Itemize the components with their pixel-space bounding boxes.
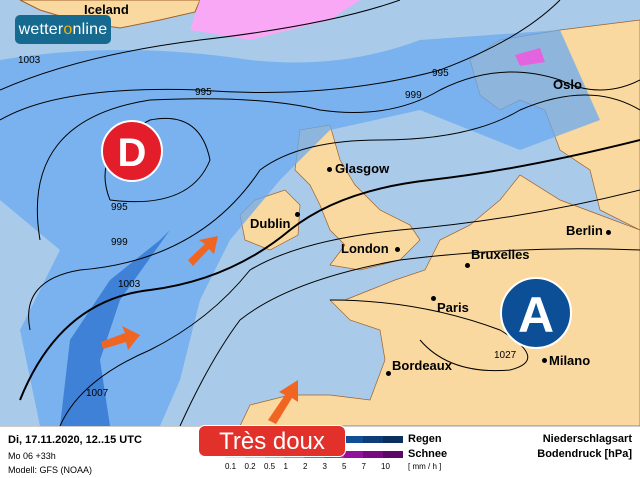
snow-area [190,0,360,40]
arrow-icon [188,236,218,266]
city-dot [465,263,470,268]
low-pressure-marker: D [101,120,163,182]
city-label: Berlin [566,223,603,238]
arrow-icon [101,326,140,350]
land-iceland [19,0,201,29]
city-label: Glasgow [335,161,390,176]
wetteronline-logo[interactable]: wetteronline [15,15,111,44]
city-label: Oslo [553,77,582,92]
rain-label: Regen [408,433,442,445]
scale-tick: 2 [303,462,308,471]
snow-area-norway [515,48,545,66]
model-name: Modell: GFS (NOAA) [8,465,93,475]
isobar-label: 995 [195,87,212,98]
isobar-label: 999 [405,90,422,101]
legend-footer: Di, 17.11.2020, 12..15 UTC Mo 06 +33h Mo… [0,426,640,478]
snow-label: Schnee [408,448,448,460]
isobar-label: 1027 [494,350,517,361]
city-label: Paris [437,300,469,315]
isobar-label: 999 [111,237,128,248]
weather-map: wetteronline Iceland Oslo Glasgow Dublin… [0,0,640,426]
color-swatch [383,436,404,443]
city-dot [431,296,436,301]
scale-tick: 1 [283,462,288,471]
color-swatch [363,451,384,458]
wind-arrows [101,236,298,424]
city-label: Iceland [84,2,129,17]
scale-tick: 0.5 [264,462,276,471]
isobars [0,0,640,426]
precip-core [60,200,200,426]
headline-badge: Très doux [198,425,346,457]
city-label: Milano [549,353,591,368]
logo-text: wetter [18,21,64,38]
scale-tick: 10 [381,462,390,471]
high-pressure-marker: A [500,277,572,349]
isobar-label: 1003 [118,279,141,290]
city-label: Bordeaux [392,358,452,373]
land-britain [294,124,421,271]
forecast-datetime: Di, 17.11.2020, 12..15 UTC [8,434,142,446]
city-label: Bruxelles [471,247,530,262]
precip-type-label: Niederschlagsart [542,433,632,445]
color-swatch [383,451,404,458]
arrow-icon [268,380,298,424]
logo-text-accent: o [63,21,73,38]
city-dot [606,230,611,235]
scale-tick: 7 [361,462,366,471]
isobar-label: 1003 [18,55,41,66]
color-swatch [343,451,364,458]
isobar-label: 995 [111,202,128,213]
isobar-label: 1007 [86,388,109,399]
city-dot [395,247,400,252]
city-dot [327,167,332,172]
color-swatch [343,436,364,443]
scale-tick: 3 [322,462,327,471]
city-label: Dublin [250,216,291,231]
scale-tick: 0.2 [244,462,256,471]
unit-label: [ mm / h ] [408,462,442,471]
color-swatch [363,436,384,443]
scale-tick: 0.1 [225,462,237,471]
pressure-label: Bodendruck [hPa] [537,448,632,460]
model-run: Mo 06 +33h [8,451,56,461]
city-label: London [341,241,389,256]
isobar-label: 995 [432,68,449,79]
city-dot [295,212,300,217]
scale-tick: 5 [342,462,347,471]
city-dot [386,371,391,376]
logo-text: nline [72,21,108,38]
city-dot [542,358,547,363]
